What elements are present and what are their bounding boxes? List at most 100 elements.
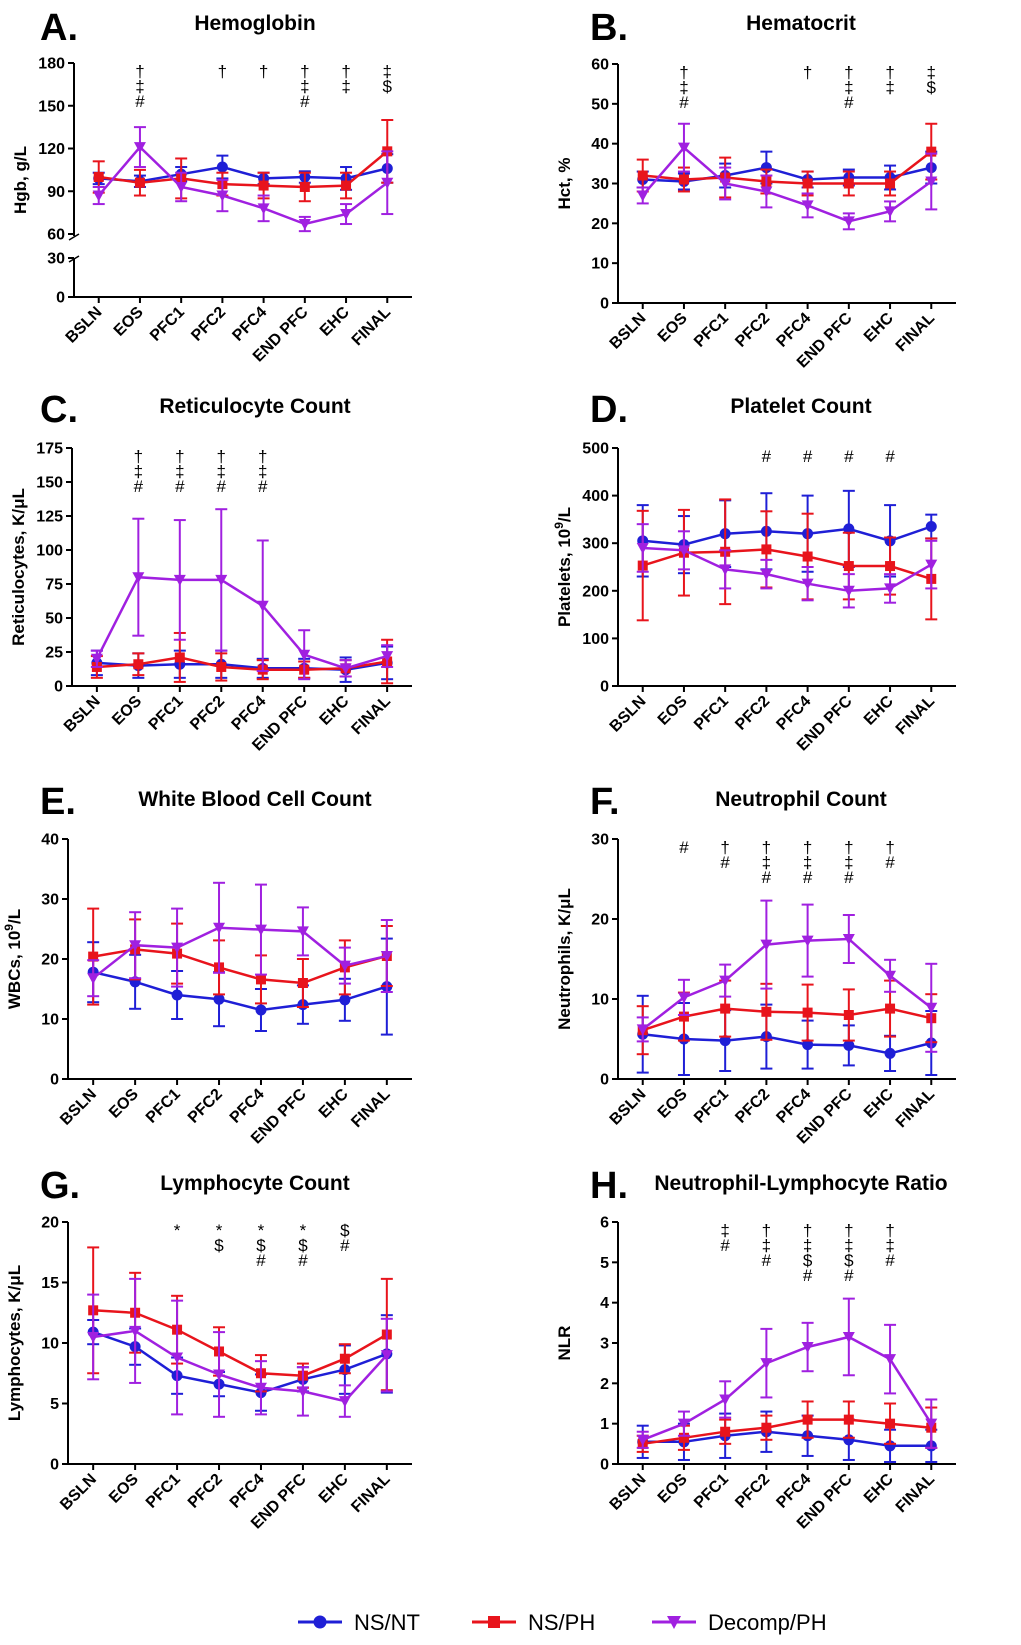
legend-label: NS/PH <box>528 1610 595 1635</box>
series-line <box>96 656 388 671</box>
data-point <box>925 1002 938 1014</box>
x-tick-label: BSLN <box>607 1086 650 1129</box>
chart-title: Reticulocyte Count <box>159 395 350 418</box>
chart-panel-e: E. White Blood Cell Count 0 10 20 30 40 WBCs, 1… <box>2 781 412 1147</box>
panel-letter: D. <box>590 389 628 431</box>
chart-panel-h: H. Neutrophil-Lymphocyte Ratio 0 1 2 3 4 5 6 NLR B… <box>555 1165 956 1532</box>
y-axis-label: Hgb, g/L <box>11 146 30 214</box>
data-point <box>340 209 353 221</box>
data-point <box>843 523 855 535</box>
data-point <box>174 652 185 663</box>
data-point <box>299 181 310 192</box>
data-point <box>636 542 649 554</box>
series-line <box>98 165 388 183</box>
x-tick-label: PFC1 <box>691 1086 732 1127</box>
x-tick-label: BSLN <box>607 1471 650 1514</box>
significance-marker: ‡ <box>803 1236 812 1255</box>
y-tick-label: 20 <box>591 912 609 929</box>
significance-marker: ‡ <box>927 63 936 82</box>
x-tick-label: PFC2 <box>732 693 773 734</box>
y-axis-label: Platelets, 109/L <box>552 507 574 627</box>
data-point <box>173 574 186 586</box>
significance-marker: † <box>844 63 853 82</box>
data-point <box>216 190 229 202</box>
legend-marker <box>313 1615 327 1629</box>
significance-marker: ‡ <box>762 1236 771 1255</box>
significance-marker: # <box>803 447 813 466</box>
x-tick-label: PFC2 <box>732 1086 773 1127</box>
x-tick-label: PFC1 <box>147 304 188 345</box>
data-point <box>298 649 311 661</box>
significance-marker: ‡ <box>383 62 392 81</box>
series-line <box>642 1418 932 1446</box>
significance-marker: † <box>135 62 144 81</box>
x-tick-label: FINAL <box>893 1086 938 1131</box>
data-point <box>719 1394 732 1406</box>
y-tick-label: 10 <box>591 256 609 273</box>
significance-marker: # <box>844 93 854 112</box>
series-line <box>93 1329 388 1403</box>
x-tick-label: EHC <box>316 1085 352 1121</box>
data-point <box>760 186 773 198</box>
y-axis-label: Hct, % <box>555 158 574 210</box>
data-point <box>842 585 855 597</box>
y-tick-label: 10 <box>41 1336 59 1353</box>
significance-marker: † <box>803 1221 812 1240</box>
data-point <box>175 181 188 193</box>
significance-marker: ‡ <box>885 1236 894 1255</box>
x-tick-label: FINAL <box>893 310 938 355</box>
data-point <box>677 545 690 557</box>
y-tick-label: 0 <box>50 1072 59 1089</box>
series-line <box>92 970 388 1012</box>
x-tick-label: PFC2 <box>185 1086 226 1127</box>
y-tick-label: 0 <box>56 290 65 307</box>
x-tick-label: PFC2 <box>732 310 773 351</box>
data-point <box>925 1418 938 1430</box>
y-tick-label: 30 <box>591 176 609 193</box>
data-point <box>339 1353 350 1364</box>
data-point <box>213 993 225 1005</box>
significance-marker: $ <box>383 77 393 96</box>
data-point <box>380 951 393 962</box>
data-point <box>213 922 226 934</box>
panel-letter: C. <box>40 389 78 431</box>
panel-letter: A. <box>40 7 78 49</box>
significance-marker: # <box>803 1266 813 1285</box>
significance-marker: $ <box>256 1236 266 1255</box>
data-point <box>636 1434 649 1446</box>
data-point <box>254 1382 267 1394</box>
y-tick-label: 4 <box>600 1295 609 1312</box>
y-tick-label: 40 <box>591 136 609 153</box>
significance-marker: # <box>679 838 689 857</box>
x-tick-label: EOS <box>655 310 691 346</box>
y-tick-label: 5 <box>600 1255 609 1272</box>
x-tick-label: FINAL <box>893 693 938 738</box>
data-point <box>719 975 732 987</box>
x-tick-label: EOS <box>109 693 145 729</box>
x-tick-label: EOS <box>106 1086 142 1122</box>
data-point <box>801 200 814 212</box>
significance-marker: † <box>844 838 853 857</box>
significance-marker: † <box>844 1221 853 1240</box>
significance-marker: ‡ <box>135 77 144 96</box>
significance-marker: # <box>679 93 689 112</box>
significance-marker: # <box>217 477 227 496</box>
significance-marker: # <box>844 447 854 466</box>
series-line <box>642 1430 932 1448</box>
significance-marker: † <box>217 447 226 466</box>
series-line <box>642 1032 932 1055</box>
data-point <box>677 142 690 154</box>
data-point <box>93 172 104 182</box>
significance-marker: # <box>762 868 772 887</box>
x-tick-label: PFC1 <box>143 1086 184 1127</box>
series-line <box>92 948 388 985</box>
data-point <box>884 1354 897 1366</box>
significance-marker: $ <box>803 1251 813 1270</box>
significance-marker: # <box>258 477 268 496</box>
data-point <box>760 939 773 951</box>
data-point <box>338 1396 351 1408</box>
y-tick-label: 200 <box>582 583 609 600</box>
y-tick-label: 20 <box>591 216 609 233</box>
data-point <box>843 1414 854 1425</box>
y-tick-label: 300 <box>582 536 609 553</box>
